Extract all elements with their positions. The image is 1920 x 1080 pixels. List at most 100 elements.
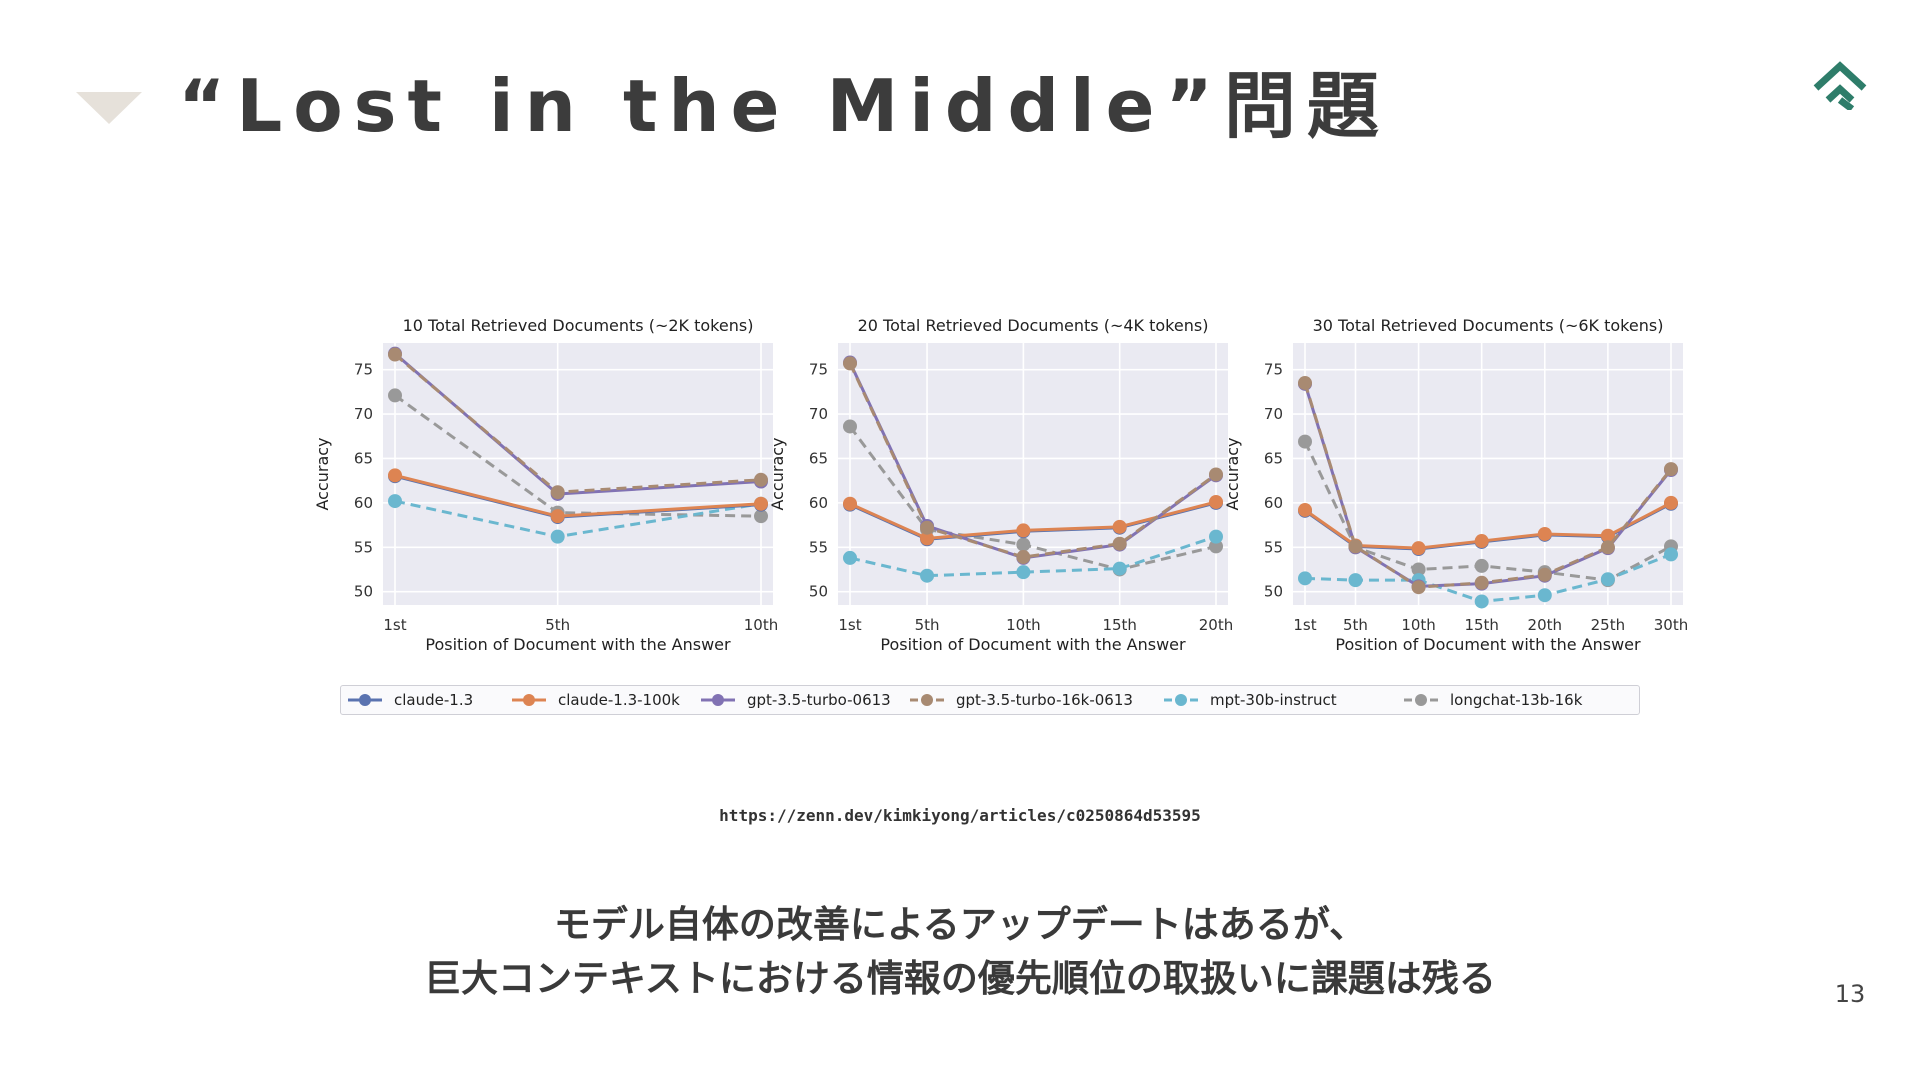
legend-label-claude-1.3: claude-1.3: [394, 691, 473, 709]
legend-label-claude-1.3-100k: claude-1.3-100k: [558, 691, 680, 709]
panel-3-point-claude-1.3-100k-1st: [1298, 502, 1312, 517]
panel-3-point-mpt-30b-instruct-30th: [1664, 547, 1678, 562]
panel-2-ytick-60: 60: [809, 494, 828, 512]
panel-2-point-gpt-3.5-turbo-16k-0613-15th: [1112, 536, 1127, 551]
panel-1-xtick-1st: 1st: [383, 616, 406, 634]
panel-3-point-claude-1.3-100k-15th: [1474, 534, 1489, 549]
legend-marker-longchat-13b-16k: [1415, 694, 1427, 706]
panel-1-point-gpt-3.5-turbo-16k-0613-5th: [550, 485, 565, 500]
panel-3-xtick-25th: 25th: [1591, 616, 1625, 634]
panel-2-ytick-75: 75: [809, 361, 828, 379]
panel-3-xtick-1st: 1st: [1293, 616, 1316, 634]
panel-1-xlabel: Position of Document with the Answer: [425, 635, 731, 654]
panel-2-point-claude-1.3-100k-1st: [843, 496, 857, 511]
panel-3-ytick-65: 65: [1264, 449, 1283, 467]
legend-label-gpt-3.5-turbo-16k-0613: gpt-3.5-turbo-16k-0613: [956, 691, 1133, 709]
panel-2-point-claude-1.3-100k-10th: [1016, 523, 1031, 538]
panel-3-ytick-50: 50: [1264, 583, 1283, 601]
panel-1-ytick-75: 75: [354, 361, 373, 379]
panel-2-point-longchat-13b-16k-1st: [843, 419, 857, 434]
panel-3-ytick-60: 60: [1264, 494, 1283, 512]
panel-1-ylabel: Accuracy: [313, 437, 332, 510]
slide-title: “Lost in the Middle”問題: [178, 64, 1390, 148]
legend-marker-claude-1.3-100k: [523, 694, 535, 706]
panel-3-point-mpt-30b-instruct-5th: [1348, 573, 1363, 588]
panel-1-ytick-50: 50: [354, 583, 373, 601]
panel-2-point-mpt-30b-instruct-5th: [920, 568, 935, 583]
panel-3-point-gpt-3.5-turbo-16k-0613-10th: [1411, 580, 1426, 595]
panel-3-xtick-30th: 30th: [1654, 616, 1688, 634]
panel-1-ytick-70: 70: [354, 405, 373, 423]
panel-3-title: 30 Total Retrieved Documents (~6K tokens…: [1313, 316, 1664, 335]
panel-2-point-mpt-30b-instruct-1st: [843, 550, 857, 565]
panel-2-xtick-20th: 20th: [1199, 616, 1233, 634]
panel-3-point-gpt-3.5-turbo-16k-0613-30th: [1664, 462, 1678, 477]
panel-2-series-line-gpt-3.5-turbo-16k-0613: [848, 362, 1217, 559]
title-marker-triangle: [76, 92, 142, 124]
panel-2-point-mpt-30b-instruct-10th: [1016, 565, 1031, 580]
panel-1-point-mpt-30b-instruct-1st: [388, 494, 402, 509]
panel-3-xlabel: Position of Document with the Answer: [1335, 635, 1641, 654]
brand-logo-icon: [1813, 61, 1867, 110]
panel-2-point-claude-1.3-100k-5th: [920, 531, 935, 546]
panel-1-point-claude-1.3-100k-5th: [550, 509, 565, 524]
panel-1-point-longchat-13b-16k-10th: [754, 509, 768, 524]
panel-2-point-claude-1.3-100k-15th: [1112, 519, 1127, 534]
panel-3-point-mpt-30b-instruct-25th: [1600, 572, 1615, 587]
panel-3-point-claude-1.3-100k-25th: [1600, 528, 1615, 543]
panel-3-point-longchat-13b-16k-15th: [1474, 558, 1489, 573]
panel-1-point-mpt-30b-instruct-5th: [550, 529, 565, 544]
legend-marker-gpt-3.5-turbo-0613: [712, 694, 724, 706]
panel-1-point-claude-1.3-100k-10th: [754, 496, 768, 511]
panel-1-xtick-5th: 5th: [545, 616, 570, 634]
panel-3-plot-area: [1293, 343, 1683, 605]
panel-3-point-claude-1.3-100k-10th: [1411, 541, 1426, 556]
panel-3-xtick-15th: 15th: [1464, 616, 1498, 634]
panel-1-title: 10 Total Retrieved Documents (~2K tokens…: [403, 316, 754, 335]
slide-caption: モデル自体の改善によるアップデートはあるが、 巨大コンテキストにおける情報の優先…: [0, 898, 1920, 1006]
panel-2-point-longchat-13b-16k-10th: [1016, 537, 1031, 552]
caption-line-1: モデル自体の改善によるアップデートはあるが、: [553, 903, 1367, 946]
panel-2-series-line-mpt-30b-instruct: [849, 535, 1217, 578]
panel-3-ylabel: Accuracy: [1223, 437, 1242, 510]
panel-3-point-gpt-3.5-turbo-16k-0613-15th: [1474, 575, 1489, 590]
panel-2-ytick-70: 70: [809, 405, 828, 423]
panel-3-ytick-75: 75: [1264, 361, 1283, 379]
panel-1-point-claude-1.3-100k-1st: [388, 468, 402, 483]
panel-3-point-claude-1.3-100k-20th: [1537, 526, 1552, 541]
panel-3-point-longchat-13b-16k-1st: [1298, 434, 1312, 449]
panel-3-xtick-5th: 5th: [1343, 616, 1368, 634]
panel-3-point-mpt-30b-instruct-1st: [1298, 571, 1312, 586]
panel-1-plot-area: [383, 343, 773, 605]
panel-2-point-mpt-30b-instruct-20th: [1209, 529, 1223, 544]
panel-3-point-mpt-30b-instruct-20th: [1537, 588, 1552, 603]
panel-1-ytick-55: 55: [354, 538, 373, 556]
legend-label-mpt-30b-instruct: mpt-30b-instruct: [1210, 691, 1337, 709]
panel-2-ytick-65: 65: [809, 449, 828, 467]
legend-entries: claude-1.3 claude-1.3-100k gpt-3.5-turbo-0…: [348, 691, 1583, 709]
panel-1-xtick-10th: 10th: [744, 616, 778, 634]
panel-2-xtick-15th: 15th: [1102, 616, 1136, 634]
panel-3-ytick-55: 55: [1264, 538, 1283, 556]
panel-1-ytick-65: 65: [354, 449, 373, 467]
panel-2-point-gpt-3.5-turbo-16k-0613-5th: [920, 520, 935, 535]
panel-2-xlabel: Position of Document with the Answer: [880, 635, 1186, 654]
legend-marker-gpt-3.5-turbo-16k-0613: [921, 694, 933, 706]
panel-2-ylabel: Accuracy: [768, 437, 787, 510]
panel-3-xtick-10th: 10th: [1401, 616, 1435, 634]
panel-3-point-gpt-3.5-turbo-16k-0613-20th: [1537, 567, 1552, 582]
panel-2-point-longchat-13b-16k-20th: [1209, 539, 1223, 554]
panel-2-point-gpt-3.5-turbo-16k-0613-20th: [1209, 467, 1223, 482]
panel-2-ytick-50: 50: [809, 583, 828, 601]
legend-marker-mpt-30b-instruct: [1175, 694, 1187, 706]
panel-2-plot-area: [838, 343, 1228, 605]
lost-in-middle-chart: 50 55 60 65 70 75 1st 5th 10th 10 Total Retrieved…: [313, 316, 1688, 654]
panel-3-point-gpt-3.5-turbo-16k-0613-5th: [1348, 539, 1363, 554]
panel-2-xtick-10th: 10th: [1006, 616, 1040, 634]
panel-2-point-claude-1.3-100k-20th: [1209, 494, 1223, 509]
panel-3-point-gpt-3.5-turbo-16k-0613-1st: [1298, 375, 1312, 390]
source-url[interactable]: https://zenn.dev/kimkiyong/articles/c025…: [719, 806, 1201, 825]
panel-3-xtick-20th: 20th: [1528, 616, 1562, 634]
legend-label-gpt-3.5-turbo-0613: gpt-3.5-turbo-0613: [747, 691, 891, 709]
panel-2-point-gpt-3.5-turbo-16k-0613-1st: [843, 356, 857, 371]
